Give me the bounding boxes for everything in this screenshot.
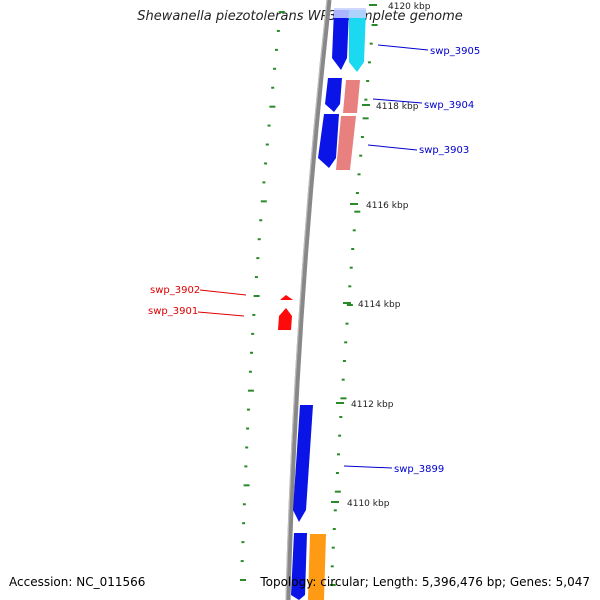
tick-label-4110: 4110 kbp [347,499,390,509]
genome-backbone [285,0,332,600]
tick-label-4116: 4116 kbp [366,201,409,211]
leader-line [199,289,247,296]
gene-label-swp-3899[interactable]: swp_3899 [394,464,444,475]
length-label: Length: [372,575,419,589]
tick-label-4112: 4112 kbp [351,400,394,410]
tick-labels: 4120 kbp 4118 kbp 4116 kbp 4114 kbp 4112… [331,2,431,509]
leader-line [377,44,429,51]
leader-line [372,98,423,104]
topology-value: circular [320,575,365,589]
leader-line [367,144,418,151]
cds-forward-arrow[interactable] [325,78,342,112]
length-value: 5,396,476 bp [421,575,502,589]
gene-swp-3904[interactable] [325,78,360,113]
cds-forward-arrow[interactable] [332,10,349,70]
leader-line [197,311,245,317]
genes-value: 5,047 [555,575,590,589]
gene-label-swp-3903[interactable]: swp_3903 [419,145,469,156]
rrna-feature[interactable] [308,534,326,600]
genome-backbone-highlight [285,0,328,600]
tick-label-4114: 4114 kbp [358,300,401,310]
gene-label-swp-3902[interactable]: swp_3902 [150,285,200,296]
accession-line: Accession: NC_011566 [9,575,145,589]
gene-label-swp-3901[interactable]: swp_3901 [148,306,198,317]
cds-forward-arrow[interactable] [293,405,313,522]
tick-label-4118: 4118 kbp [376,102,419,112]
trna-feature[interactable] [336,116,356,170]
inner-tick-arc [240,11,285,581]
accession-value: NC_011566 [76,575,146,589]
genome-summary: Topology: circular; Length: 5,396,476 bp… [260,575,590,589]
accession-label: Accession: [9,575,73,589]
cds-forward-arrow[interactable] [291,533,307,600]
gene-label-swp-3904[interactable]: swp_3904 [424,100,474,111]
outer-tick-arc [329,24,378,586]
gene-swp-3899[interactable] [293,405,313,522]
feature-block-pale [334,8,366,18]
genes-label: Genes: [509,575,552,589]
gene-bottom-pair[interactable] [291,533,326,600]
gene-swp-3905[interactable] [332,8,366,72]
gene-label-swp-3905[interactable]: swp_3905 [430,46,480,57]
gene-labels: swp_3905 swp_3904 swp_3903 swp_3902 swp_… [148,44,480,475]
gene-swp-3902[interactable] [280,295,293,300]
tick-label-4120: 4120 kbp [388,2,431,12]
gene-swp-3903[interactable] [318,114,356,170]
topology-label: Topology: [260,575,317,589]
gene-swp-3901[interactable] [278,308,292,330]
trna-feature[interactable] [343,80,360,113]
cds-reverse-arrow[interactable] [278,308,292,330]
cds-forward-arrow-cyan[interactable] [349,10,366,72]
leader-line [343,465,393,469]
map-title: Shewanella piezotolerans WP3, complete g… [137,9,463,24]
cds-forward-arrow[interactable] [318,114,339,168]
cds-reverse-arrow[interactable] [280,295,293,300]
